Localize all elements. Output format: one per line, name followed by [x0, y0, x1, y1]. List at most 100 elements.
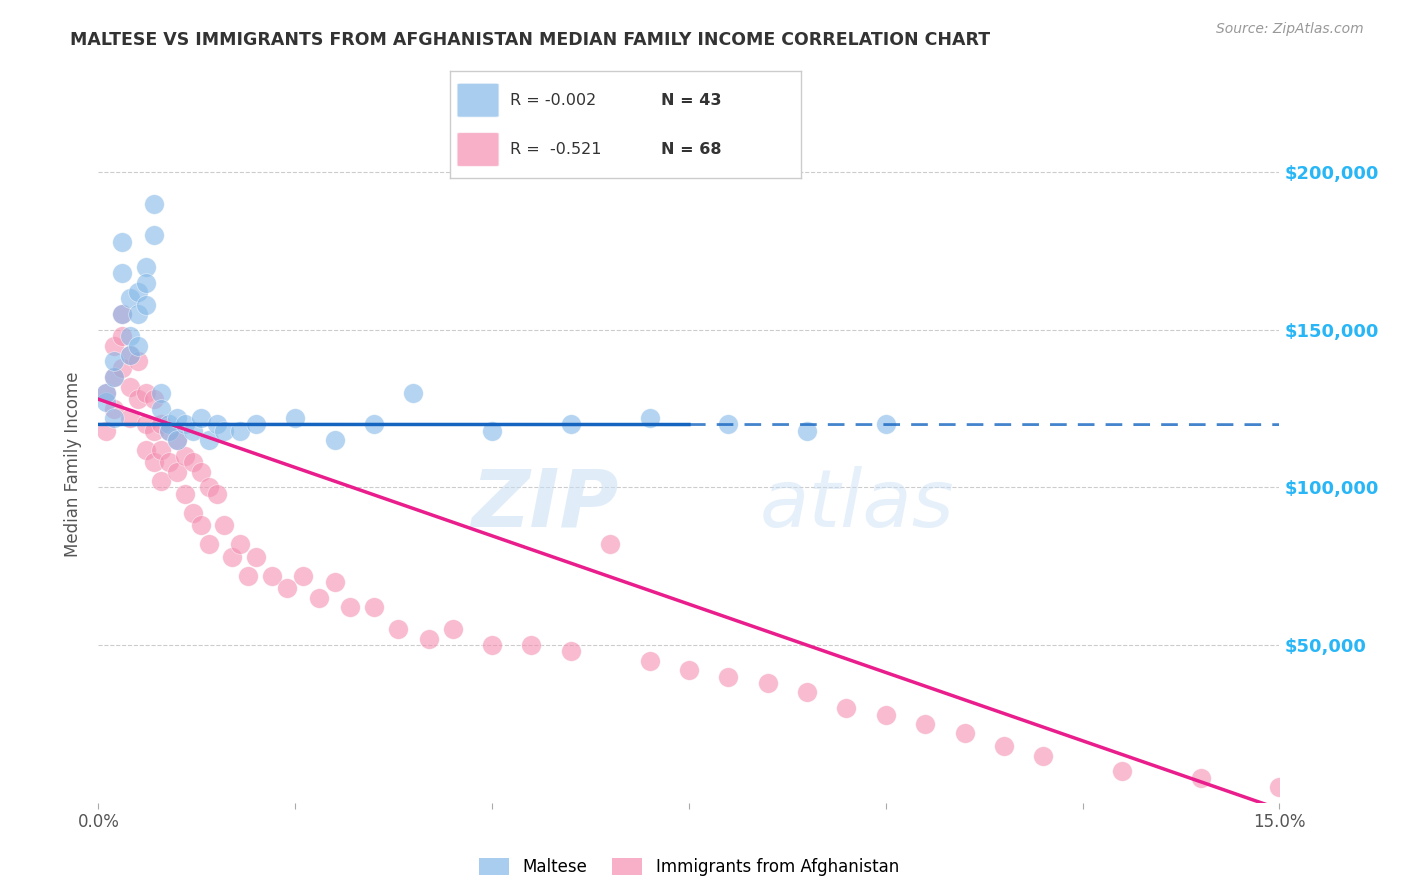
Point: [599, 537, 621, 551]
Point: [323, 575, 346, 590]
Point: [111, 307, 134, 321]
Point: [214, 518, 236, 533]
Point: [520, 638, 543, 652]
Point: [135, 276, 157, 290]
Point: [157, 424, 180, 438]
Point: [111, 307, 134, 321]
Point: [142, 196, 165, 211]
Text: MALTESE VS IMMIGRANTS FROM AFGHANISTAN MEDIAN FAMILY INCOME CORRELATION CHART: MALTESE VS IMMIGRANTS FROM AFGHANISTAN M…: [70, 31, 990, 49]
Point: [717, 417, 740, 432]
Point: [418, 632, 440, 646]
Point: [1111, 764, 1133, 779]
Point: [276, 582, 298, 596]
Point: [157, 424, 180, 438]
Point: [197, 433, 219, 447]
Point: [638, 411, 661, 425]
Point: [245, 549, 267, 564]
Point: [205, 417, 228, 432]
Point: [190, 411, 212, 425]
Point: [835, 701, 858, 715]
Point: [150, 385, 173, 400]
Point: [103, 401, 125, 416]
Point: [118, 379, 141, 393]
Point: [142, 424, 165, 438]
Point: [481, 638, 503, 652]
Point: [96, 385, 118, 400]
Point: [96, 424, 118, 438]
Point: [181, 506, 204, 520]
Point: [166, 465, 188, 479]
Point: [150, 442, 173, 457]
Point: [245, 417, 267, 432]
Point: [157, 455, 180, 469]
Point: [481, 424, 503, 438]
Point: [875, 707, 897, 722]
Point: [135, 442, 157, 457]
Point: [717, 670, 740, 684]
Point: [441, 623, 464, 637]
Point: [166, 433, 188, 447]
Point: [166, 411, 188, 425]
Point: [142, 455, 165, 469]
Point: [229, 424, 252, 438]
Point: [118, 329, 141, 343]
Point: [197, 481, 219, 495]
Point: [560, 417, 582, 432]
FancyBboxPatch shape: [457, 132, 499, 167]
Point: [135, 385, 157, 400]
Point: [150, 474, 173, 488]
Text: ZIP: ZIP: [471, 466, 619, 543]
Point: [284, 411, 307, 425]
Point: [197, 537, 219, 551]
Point: [118, 348, 141, 362]
Text: N = 68: N = 68: [661, 142, 721, 157]
Point: [103, 370, 125, 384]
Point: [135, 297, 157, 311]
Point: [166, 433, 188, 447]
Point: [1268, 780, 1291, 794]
FancyBboxPatch shape: [457, 83, 499, 118]
Point: [150, 401, 173, 416]
Legend: Maltese, Immigrants from Afghanistan: Maltese, Immigrants from Afghanistan: [472, 851, 905, 882]
Point: [205, 487, 228, 501]
Text: Source: ZipAtlas.com: Source: ZipAtlas.com: [1216, 22, 1364, 37]
Point: [181, 424, 204, 438]
Point: [103, 338, 125, 352]
Text: atlas: atlas: [759, 466, 955, 543]
Point: [214, 424, 236, 438]
Point: [1189, 771, 1212, 785]
Point: [363, 417, 385, 432]
Point: [387, 623, 409, 637]
Point: [875, 417, 897, 432]
Point: [96, 385, 118, 400]
Point: [111, 360, 134, 375]
Text: R = -0.002: R = -0.002: [510, 93, 596, 108]
Point: [402, 385, 425, 400]
Text: R =  -0.521: R = -0.521: [510, 142, 602, 157]
Point: [103, 354, 125, 368]
Point: [190, 518, 212, 533]
Point: [1032, 748, 1054, 763]
Point: [174, 487, 197, 501]
Point: [796, 685, 818, 699]
Point: [111, 235, 134, 249]
Point: [127, 285, 149, 299]
Point: [103, 370, 125, 384]
Point: [118, 348, 141, 362]
Point: [914, 717, 936, 731]
Point: [135, 417, 157, 432]
Point: [118, 411, 141, 425]
Point: [560, 644, 582, 658]
Point: [323, 433, 346, 447]
Point: [174, 417, 197, 432]
Point: [96, 395, 118, 409]
Point: [157, 417, 180, 432]
Point: [339, 600, 361, 615]
Point: [127, 307, 149, 321]
Point: [363, 600, 385, 615]
Point: [127, 338, 149, 352]
Point: [181, 455, 204, 469]
Point: [135, 260, 157, 274]
Point: [190, 465, 212, 479]
Point: [796, 424, 818, 438]
